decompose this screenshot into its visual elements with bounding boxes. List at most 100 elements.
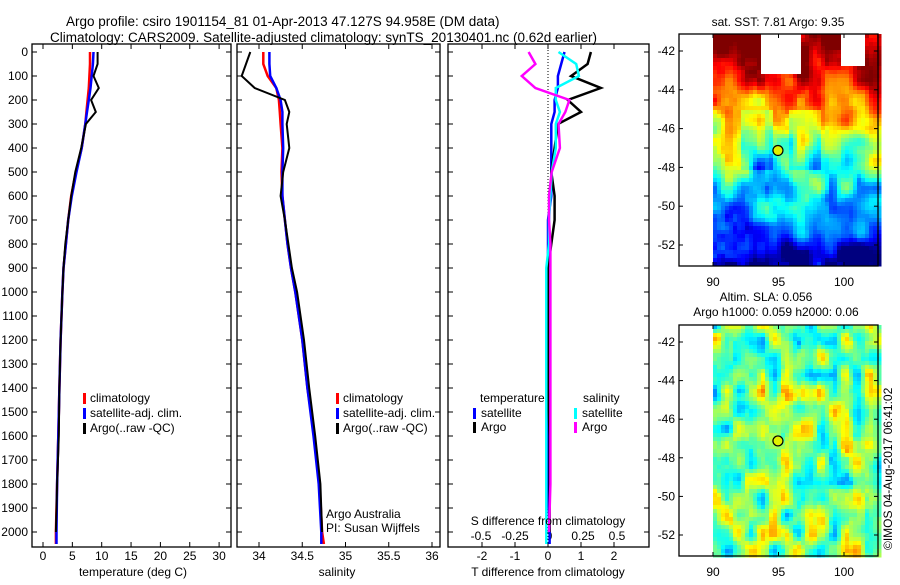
map-cell [745, 222, 750, 227]
map-cell [817, 202, 822, 207]
map-cell [757, 46, 762, 51]
map-cell [769, 429, 774, 434]
map-cell [777, 238, 782, 243]
map-cell [845, 345, 850, 350]
map-cell [721, 493, 726, 498]
map-cell [825, 413, 830, 418]
map-cell [825, 202, 830, 207]
map-cell [829, 222, 834, 227]
map-cell [713, 242, 718, 247]
map-cell [793, 110, 798, 115]
map-cell [849, 345, 854, 350]
map-cell [817, 58, 822, 63]
map-cell [861, 186, 866, 191]
map-cell [721, 421, 726, 426]
map-cell [777, 38, 782, 43]
map-cell [869, 106, 874, 111]
map-cell [833, 329, 838, 334]
map-cell [813, 134, 818, 139]
map-cell [777, 493, 782, 498]
map-cell [853, 98, 858, 103]
map-cell [857, 385, 862, 390]
map-cell [873, 421, 878, 426]
map-cell [805, 469, 810, 474]
map-cell [793, 377, 798, 382]
x-tick-label: 0 [545, 549, 552, 563]
map-cell [845, 497, 850, 502]
map-cell [865, 78, 870, 83]
map-cell [741, 353, 746, 358]
y-tick-label: 800 [8, 237, 28, 251]
map-cell [821, 122, 826, 127]
map-cell [769, 521, 774, 526]
map-cell [825, 242, 830, 247]
map-cell [717, 38, 722, 43]
map-cell [733, 66, 738, 71]
map-cell [809, 417, 814, 422]
map-cell [865, 142, 870, 147]
map-cell [753, 78, 758, 83]
map-cell [853, 437, 858, 442]
map-cell [821, 110, 826, 115]
map-cell [757, 381, 762, 386]
map-cell [817, 38, 822, 43]
map-cell [793, 258, 798, 263]
map-cell [841, 465, 846, 470]
map-cell [817, 525, 822, 530]
map-cell [729, 54, 734, 59]
map-cell [745, 501, 750, 506]
map-cell [789, 453, 794, 458]
map-cell [821, 194, 826, 199]
map-cell [869, 62, 874, 67]
map-cell [725, 162, 730, 167]
map-cell [813, 365, 818, 370]
map-cell [837, 497, 842, 502]
map-cell [717, 393, 722, 398]
map-cell [733, 98, 738, 103]
map-cell [721, 537, 726, 542]
map-cell [865, 150, 870, 155]
map-cell [725, 489, 730, 494]
map-cell [713, 329, 718, 334]
map-cell [837, 186, 842, 191]
map-cell [849, 118, 854, 123]
map-cell [725, 50, 730, 55]
map-cell [745, 505, 750, 510]
map-cell [717, 329, 722, 334]
map-cell [749, 94, 754, 99]
map-cell [809, 58, 814, 63]
map-cell [865, 58, 870, 63]
map-cell [729, 537, 734, 542]
x-tick-label: 20 [154, 549, 168, 563]
map-cell [717, 477, 722, 482]
map-cell [713, 433, 718, 438]
map-cell [837, 453, 842, 458]
map-cell [733, 202, 738, 207]
map-cell [757, 86, 762, 91]
map-cell [781, 449, 786, 454]
map-cell [813, 178, 818, 183]
map-cell [717, 222, 722, 227]
map-cell [785, 513, 790, 518]
map-cell [813, 389, 818, 394]
map-cell [873, 329, 878, 334]
map-cell [789, 477, 794, 482]
map-cell [761, 449, 766, 454]
map-cell [849, 90, 854, 95]
map-cell [773, 222, 778, 227]
map-cell [745, 210, 750, 215]
map-cell [869, 409, 874, 414]
map-cell [861, 214, 866, 219]
map-cell [841, 126, 846, 131]
map-cell [781, 198, 786, 203]
map-cell [717, 178, 722, 183]
map-cell [837, 258, 842, 263]
map-cell [849, 405, 854, 410]
map-cell [857, 437, 862, 442]
map-cell [849, 230, 854, 235]
legend-swatch [83, 423, 86, 434]
map-cell [833, 357, 838, 362]
map-cell [777, 254, 782, 259]
map-cell [801, 441, 806, 446]
map-cell [749, 413, 754, 418]
